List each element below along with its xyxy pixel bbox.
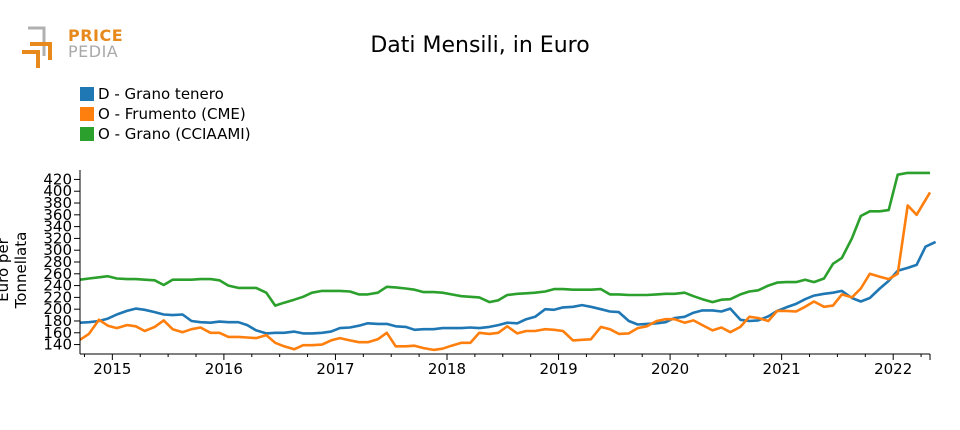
y-tick-label: 280	[43, 253, 72, 271]
x-tick-label: 2019	[539, 360, 577, 378]
y-tick-label: 140	[43, 336, 72, 354]
y-tick-label: 260	[43, 265, 72, 283]
logo-text-price: PRICE	[68, 26, 124, 45]
legend-swatch	[80, 127, 94, 141]
legend-swatch	[80, 87, 94, 101]
y-tick-label: 320	[43, 229, 72, 247]
x-tick-label: 2020	[651, 360, 689, 378]
y-tick-label: 300	[43, 241, 72, 259]
x-tick-label: 2022	[874, 360, 912, 378]
x-tick-label: 2017	[316, 360, 354, 378]
legend-item-grano-tenero[interactable]: D - Grano tenero	[80, 84, 251, 104]
chart-title: Dati Mensili, in Euro	[370, 33, 590, 58]
y-tick-label: 400	[43, 182, 72, 200]
y-tick-label: 360	[43, 206, 72, 224]
y-tick-label: 380	[43, 194, 72, 212]
y-tick-label: 340	[43, 218, 72, 236]
legend-item-frumento-cme[interactable]: O - Frumento (CME)	[80, 104, 251, 124]
x-tick-label: 2015	[93, 360, 131, 378]
x-tick-label: 2021	[763, 360, 801, 378]
series-line-1	[79, 191, 932, 352]
y-tick-label: 420	[43, 170, 72, 188]
series-line-0	[79, 240, 937, 335]
y-tick-label: 200	[43, 300, 72, 318]
pricepedia-logo: PRICE PEDIA	[20, 26, 130, 76]
logo-mark-icon	[22, 26, 52, 68]
logo-text-pedia: PEDIA	[68, 42, 119, 61]
legend-swatch	[80, 107, 94, 121]
x-tick-label: 2016	[205, 360, 243, 378]
legend-label: O - Frumento (CME)	[98, 105, 246, 123]
y-tick-label: 180	[43, 312, 72, 330]
series-line-2	[79, 171, 930, 307]
legend-item-grano-cciaami[interactable]: O - Grano (CCIAAMI)	[80, 124, 251, 144]
y-tick-label: 160	[43, 324, 72, 342]
chart-legend: D - Grano tenero O - Frumento (CME) O - …	[80, 84, 251, 144]
y-tick-label: 220	[43, 288, 72, 306]
legend-label: O - Grano (CCIAAMI)	[98, 125, 251, 143]
x-tick-label: 2018	[428, 360, 466, 378]
legend-label: D - Grano tenero	[98, 85, 224, 103]
y-tick-label: 240	[43, 277, 72, 295]
